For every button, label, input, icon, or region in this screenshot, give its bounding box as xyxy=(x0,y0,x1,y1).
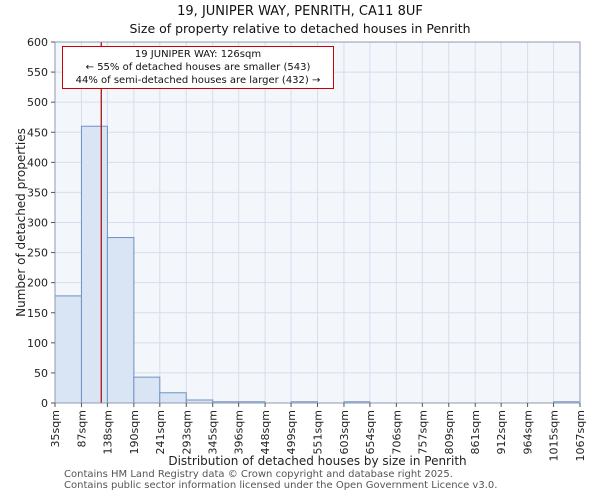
y-tick-label: 450 xyxy=(27,126,48,139)
x-tick-label: 861sqm xyxy=(469,410,482,454)
x-tick-label: 345sqm xyxy=(207,410,220,454)
histogram-bar xyxy=(54,295,82,404)
x-tick-label: 448sqm xyxy=(259,410,272,454)
x-tick-label: 551sqm xyxy=(312,410,325,454)
x-tick-label: 499sqm xyxy=(285,410,298,454)
y-tick-label: 200 xyxy=(27,277,48,290)
chart-title: 19, JUNIPER WAY, PENRITH, CA11 8UF xyxy=(177,4,423,19)
footer-attribution-line-1: Contains HM Land Registry data © Crown c… xyxy=(64,469,453,480)
y-tick-label: 300 xyxy=(27,217,48,230)
x-tick-label: 706sqm xyxy=(390,410,403,454)
y-tick-label: 550 xyxy=(27,66,48,79)
y-tick-label: 350 xyxy=(27,186,48,199)
annotation-line-1: 19 JUNIPER WAY: 126sqm xyxy=(134,49,262,60)
histogram-bar xyxy=(106,237,135,404)
histogram-bar xyxy=(159,392,187,404)
y-tick-label: 600 xyxy=(27,36,48,49)
x-tick-label: 396sqm xyxy=(233,410,246,454)
y-tick-label: 250 xyxy=(27,247,48,260)
x-tick-label: 293sqm xyxy=(180,410,193,454)
annotation-box: 19 JUNIPER WAY: 126sqm ← 55% of detached… xyxy=(62,46,334,89)
histogram-bar xyxy=(80,125,108,404)
chart-subtitle: Size of property relative to detached ho… xyxy=(129,21,471,36)
x-tick-label: 35sqm xyxy=(49,410,62,447)
x-tick-label: 1015sqm xyxy=(548,410,561,461)
annotation-line-2: ← 55% of detached houses are smaller (54… xyxy=(85,62,311,73)
y-axis-label: Number of detached properties xyxy=(14,128,28,317)
annotation-line-3: 44% of semi-detached houses are larger (… xyxy=(75,75,321,86)
x-axis-label: Distribution of detached houses by size … xyxy=(168,454,467,468)
x-tick-label: 190sqm xyxy=(128,410,141,454)
x-tick-label: 241sqm xyxy=(154,410,167,454)
histogram-bar xyxy=(133,376,161,404)
x-tick-label: 757sqm xyxy=(416,410,429,454)
x-tick-label: 654sqm xyxy=(364,410,377,454)
footer-attribution-line-2: Contains public sector information licen… xyxy=(64,480,498,491)
y-tick-label: 50 xyxy=(34,367,48,380)
x-tick-label: 1067sqm xyxy=(574,410,587,461)
y-tick-label: 0 xyxy=(41,397,48,410)
y-tick-label: 400 xyxy=(27,156,48,169)
x-tick-label: 87sqm xyxy=(75,410,88,447)
y-tick-label: 100 xyxy=(27,337,48,350)
x-tick-label: 603sqm xyxy=(338,410,351,454)
x-tick-label: 809sqm xyxy=(443,410,456,454)
x-tick-label: 138sqm xyxy=(101,410,114,454)
x-tick-label: 964sqm xyxy=(522,410,535,454)
y-tick-label: 500 xyxy=(27,96,48,109)
x-tick-label: 912sqm xyxy=(495,410,508,454)
y-tick-label: 150 xyxy=(27,307,48,320)
